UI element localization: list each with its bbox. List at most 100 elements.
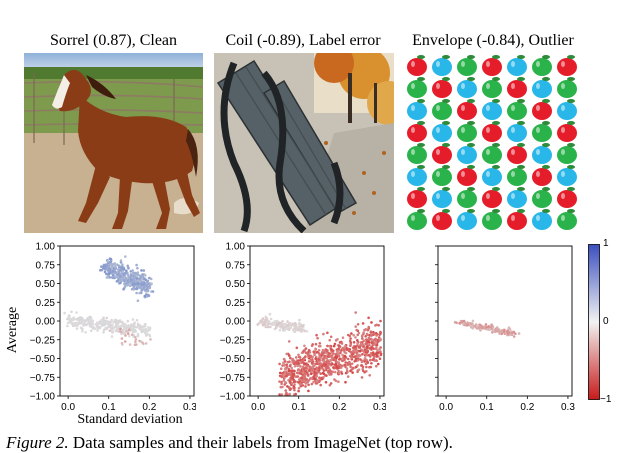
apple-icon xyxy=(557,187,577,208)
data-point xyxy=(298,356,302,359)
colorbar-tick-mid: 0 xyxy=(603,316,609,327)
data-point xyxy=(106,259,110,263)
data-point xyxy=(300,328,303,331)
data-point xyxy=(119,327,122,331)
data-point xyxy=(285,393,288,396)
data-point xyxy=(359,358,362,361)
data-point xyxy=(375,364,378,368)
data-point xyxy=(323,349,326,353)
data-point xyxy=(127,280,131,284)
data-point xyxy=(322,372,326,376)
data-point xyxy=(351,366,355,370)
data-point xyxy=(364,328,368,331)
data-point xyxy=(334,356,337,359)
data-point xyxy=(131,283,134,286)
data-point xyxy=(266,320,269,324)
data-point xyxy=(103,270,107,274)
data-point xyxy=(66,317,69,321)
x-tick-label: 0.0 xyxy=(61,402,75,410)
data-point xyxy=(144,278,147,281)
data-point xyxy=(361,369,365,373)
x-tick-label: 0.2 xyxy=(142,402,156,410)
data-point xyxy=(346,357,350,361)
data-point xyxy=(134,330,137,333)
data-point xyxy=(362,339,366,342)
data-point xyxy=(329,335,333,339)
data-point xyxy=(144,328,148,331)
data-point xyxy=(149,277,153,281)
data-point xyxy=(147,326,150,329)
data-point xyxy=(147,294,151,298)
data-point xyxy=(70,310,73,314)
data-point xyxy=(281,320,284,323)
data-point xyxy=(105,316,109,320)
data-point xyxy=(360,360,364,364)
caption-text: Data samples and their labels from Image… xyxy=(68,433,453,452)
data-point xyxy=(498,332,501,335)
y-tick-label: −0.75 xyxy=(220,373,246,384)
data-point xyxy=(369,347,373,350)
data-point xyxy=(113,265,117,268)
data-point xyxy=(135,287,138,290)
data-point xyxy=(316,350,319,354)
data-point xyxy=(66,324,69,328)
data-point xyxy=(377,324,380,327)
data-point xyxy=(143,282,146,285)
data-point xyxy=(326,355,330,358)
y-tick-label: −1.00 xyxy=(220,392,246,403)
data-point xyxy=(301,371,305,374)
apple-icon xyxy=(482,143,502,164)
data-point xyxy=(355,328,358,332)
data-point xyxy=(105,327,109,330)
data-point xyxy=(278,374,282,378)
data-point xyxy=(329,372,333,376)
data-point xyxy=(361,337,364,340)
data-point xyxy=(271,323,274,327)
figure-number: Figure 2. xyxy=(6,433,69,452)
data-point xyxy=(342,349,346,352)
data-point xyxy=(481,327,484,330)
data-point xyxy=(359,341,363,344)
data-point xyxy=(281,322,284,326)
data-point xyxy=(293,321,297,325)
data-point xyxy=(143,273,146,277)
data-point xyxy=(290,366,293,370)
data-point xyxy=(104,263,108,266)
data-point xyxy=(326,360,329,364)
apple-icon xyxy=(507,55,527,76)
data-point xyxy=(122,268,126,271)
data-point xyxy=(315,381,319,385)
data-point xyxy=(368,374,371,377)
data-point xyxy=(70,321,73,324)
data-point xyxy=(278,380,281,383)
data-point xyxy=(75,311,78,314)
data-point xyxy=(361,322,365,325)
data-point xyxy=(287,369,291,372)
apple-icon xyxy=(507,143,527,164)
data-point xyxy=(371,343,375,346)
data-point xyxy=(113,318,117,322)
data-point xyxy=(293,329,297,332)
data-point xyxy=(289,356,292,360)
apple-icon xyxy=(507,121,527,142)
data-point xyxy=(345,367,349,370)
apple-icon xyxy=(457,121,477,142)
data-point xyxy=(146,332,149,336)
data-point xyxy=(126,332,130,335)
data-point xyxy=(328,338,331,342)
data-point xyxy=(304,382,308,385)
data-point xyxy=(293,383,296,386)
data-point xyxy=(110,335,114,338)
data-point xyxy=(273,323,276,326)
data-point xyxy=(318,356,321,359)
data-point xyxy=(291,357,294,361)
data-point xyxy=(297,386,301,390)
data-point xyxy=(311,365,314,369)
data-point xyxy=(305,365,309,368)
data-point xyxy=(124,271,128,275)
data-point xyxy=(289,376,292,380)
data-point xyxy=(107,265,111,269)
y-tick-label: 1.00 xyxy=(226,242,246,253)
data-point xyxy=(108,271,111,275)
data-point xyxy=(363,360,366,363)
